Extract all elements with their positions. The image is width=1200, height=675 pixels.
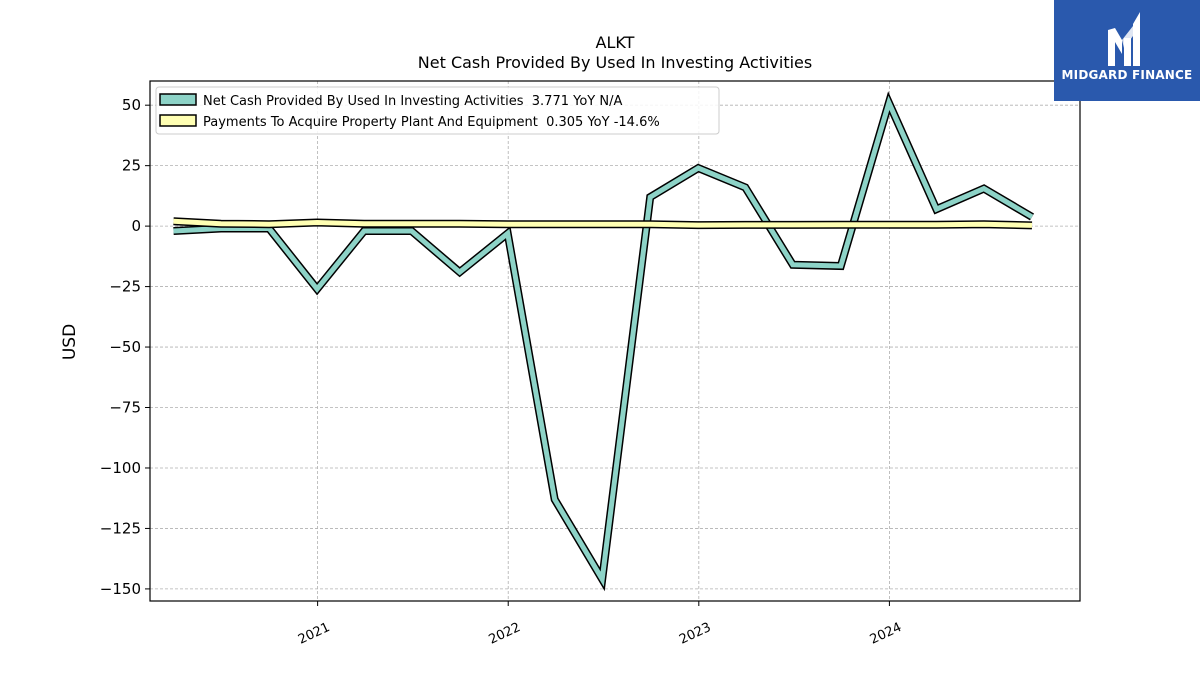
chart-subtitle: Net Cash Provided By Used In Investing A… [418, 53, 812, 72]
y-tick-label: −150 [100, 580, 141, 598]
series-line [173, 95, 1034, 587]
legend-label-capex: Payments To Acquire Property Plant And E… [203, 115, 660, 130]
y-tick-label: −125 [100, 519, 141, 537]
y-tick-label: −50 [109, 338, 141, 356]
y-tick-label: 50 [122, 96, 141, 114]
series-line-outline [173, 91, 1035, 592]
legend-swatch-net-cash [159, 93, 197, 106]
legend: Net Cash Provided By Used In Investing A… [155, 86, 720, 135]
y-axis-label: USD [60, 324, 80, 360]
brand-logo: MIDGARD FINANCE [1054, 0, 1200, 101]
legend-label-net-cash: Net Cash Provided By Used In Investing A… [203, 94, 622, 109]
x-tick-label: 2022 [487, 620, 523, 648]
legend-frame [155, 86, 720, 135]
x-tick-label: 2021 [296, 620, 332, 648]
y-tick-label: −100 [100, 459, 141, 477]
plot-series [173, 91, 1035, 592]
y-tick-label: −75 [109, 399, 141, 417]
y-tick-label: −25 [109, 278, 141, 296]
chart-title: ALKT [596, 33, 635, 52]
grid-lines [150, 81, 1080, 601]
axes: 50 25 0 −25 −50 −75 −100 −125 −150 2021 2022 2023 20… [100, 96, 904, 647]
legend-swatch-capex [159, 114, 197, 127]
midgard-logo-icon [1108, 12, 1140, 66]
y-tick-label: 0 [131, 217, 141, 235]
y-tick-label: 25 [122, 157, 141, 175]
logo-text: MIDGARD FINANCE [1061, 68, 1193, 82]
plot-area-frame [149, 80, 1081, 602]
x-tick-label: 2024 [868, 620, 904, 648]
x-tick-label: 2023 [677, 620, 713, 648]
